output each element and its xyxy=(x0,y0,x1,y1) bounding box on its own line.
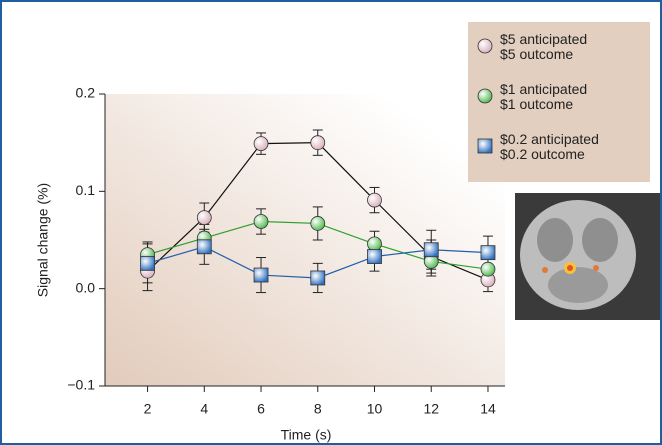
marker xyxy=(478,89,492,103)
marker xyxy=(481,246,495,260)
marker xyxy=(311,136,325,150)
x-tick-label: 14 xyxy=(480,401,496,417)
legend-symbol xyxy=(476,137,494,155)
legend-symbol xyxy=(476,87,494,105)
marker xyxy=(254,268,268,282)
x-tick-label: 12 xyxy=(423,401,439,417)
legend-label: $5 anticipated $5 outcome xyxy=(500,32,587,62)
marker xyxy=(254,137,268,151)
marker xyxy=(197,240,211,254)
marker xyxy=(141,256,155,270)
y-tick-label: 0.2 xyxy=(76,85,96,101)
x-axis-label: Time (s) xyxy=(281,427,332,443)
y-tick-label: −0.1 xyxy=(67,377,95,393)
y-tick-label: 0.1 xyxy=(76,182,96,198)
marker xyxy=(368,237,382,251)
marker xyxy=(368,250,382,264)
plot-background xyxy=(105,94,505,386)
marker xyxy=(478,139,492,153)
marker xyxy=(478,39,492,53)
legend-label: $1 anticipated $1 outcome xyxy=(500,82,587,112)
legend: $5 anticipated $5 outcome $1 anticipated … xyxy=(468,22,650,182)
marker xyxy=(481,262,495,276)
marker xyxy=(424,243,438,257)
marker xyxy=(311,216,325,230)
x-tick-label: 4 xyxy=(200,401,208,417)
marker xyxy=(254,215,268,229)
x-tick-label: 6 xyxy=(257,401,265,417)
y-axis-label: Signal change (%) xyxy=(35,183,51,297)
marker xyxy=(368,193,382,207)
legend-symbol xyxy=(476,37,494,55)
x-tick-label: 10 xyxy=(367,401,383,417)
marker xyxy=(311,271,325,285)
y-tick-label: 0.0 xyxy=(76,279,96,295)
brain-image xyxy=(515,193,660,320)
legend-label: $0.2 anticipated $0.2 outcome xyxy=(500,132,599,162)
marker xyxy=(197,211,211,225)
x-tick-label: 2 xyxy=(144,401,152,417)
x-tick-label: 8 xyxy=(314,401,322,417)
